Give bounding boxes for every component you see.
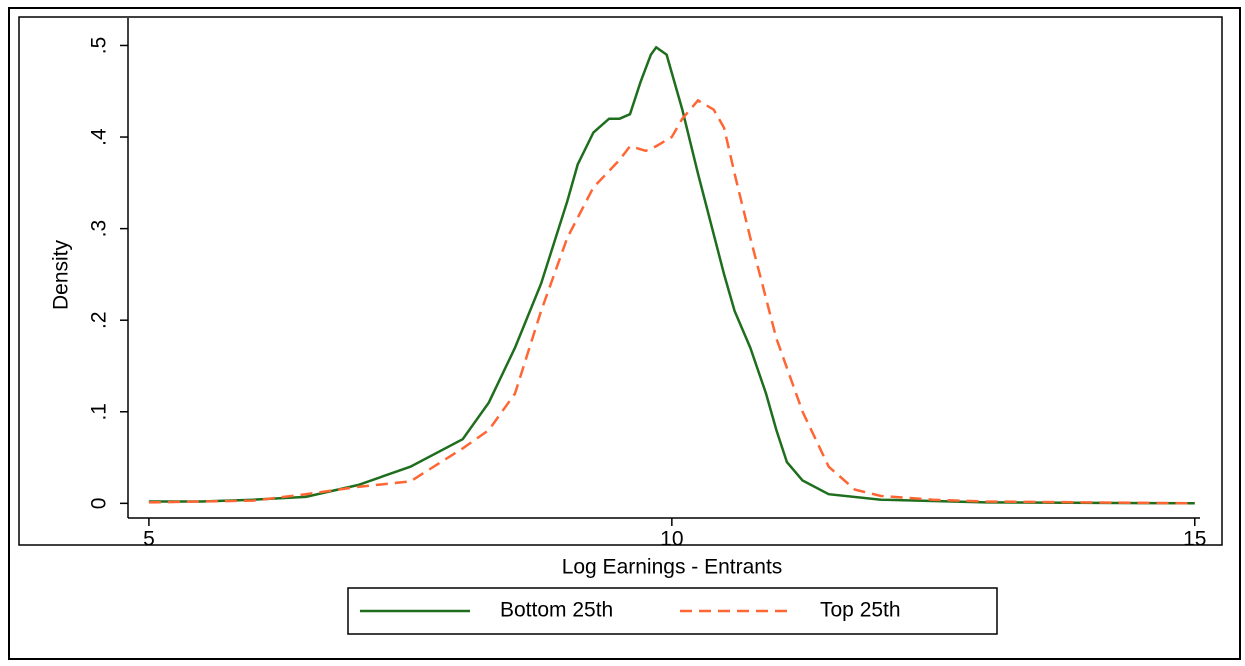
y-axis-title: Density: [50, 239, 73, 310]
x-tick-label: 10: [660, 528, 683, 551]
legend-box: [347, 587, 998, 635]
y-tick-label: 0: [88, 498, 111, 510]
y-tick-label: .1: [88, 403, 111, 421]
x-tick-label: 15: [1183, 528, 1206, 551]
density-line: [148, 45, 1195, 505]
legend-label: Top 25th: [820, 599, 901, 622]
y-tick-label: .4: [88, 128, 111, 146]
plot-frame: [18, 16, 1223, 546]
x-tick-label: 5: [143, 528, 155, 551]
y-tick-label: .3: [88, 220, 111, 238]
y-tick-label: .2: [88, 311, 111, 329]
legend-label: Bottom 25th: [500, 599, 613, 622]
y-tick-label: .5: [88, 37, 111, 55]
density-line: [148, 98, 1195, 505]
x-axis-title: Log Earnings - Entrants: [562, 556, 783, 579]
